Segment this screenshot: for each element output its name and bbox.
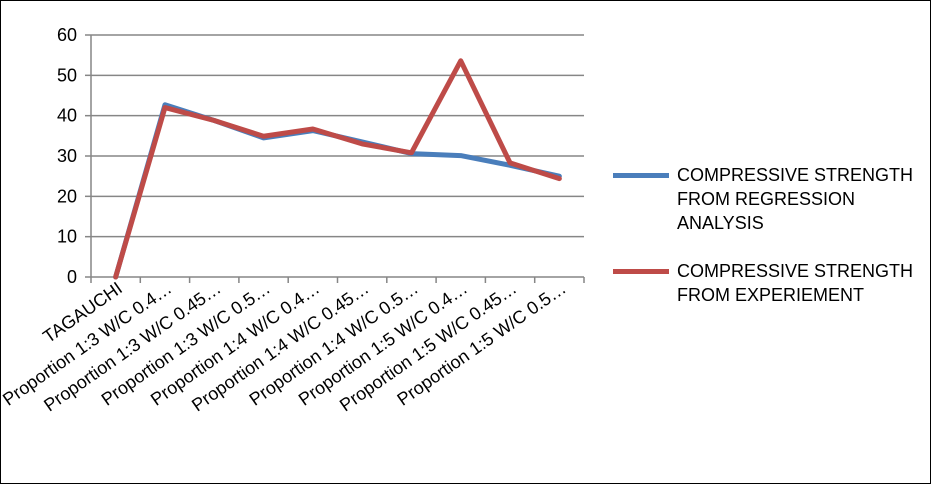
y-tick-label: 40 xyxy=(57,106,77,126)
legend-swatch-experiment xyxy=(613,269,669,274)
legend-label-experiment: COMPRESSIVE STRENGTH FROM EXPERIEMENT xyxy=(677,261,914,305)
y-tick-label: 0 xyxy=(67,267,77,287)
series-line-1 xyxy=(113,58,562,280)
y-tick-label: 50 xyxy=(57,65,77,85)
series-lines xyxy=(113,58,562,280)
y-tick-labels: 0 10 20 30 40 50 60 xyxy=(57,25,77,287)
y-tick-label: 30 xyxy=(57,146,77,166)
gridlines xyxy=(91,34,584,238)
y-tick-label: 10 xyxy=(57,227,77,247)
legend-swatch-regression xyxy=(613,173,669,178)
axes xyxy=(85,34,585,283)
legend-label-regression: COMPRESSIVE STRENGTH FROM REGRESSION ANA… xyxy=(677,165,914,233)
y-tick-label: 20 xyxy=(57,186,77,206)
y-tick-label: 60 xyxy=(57,25,77,45)
